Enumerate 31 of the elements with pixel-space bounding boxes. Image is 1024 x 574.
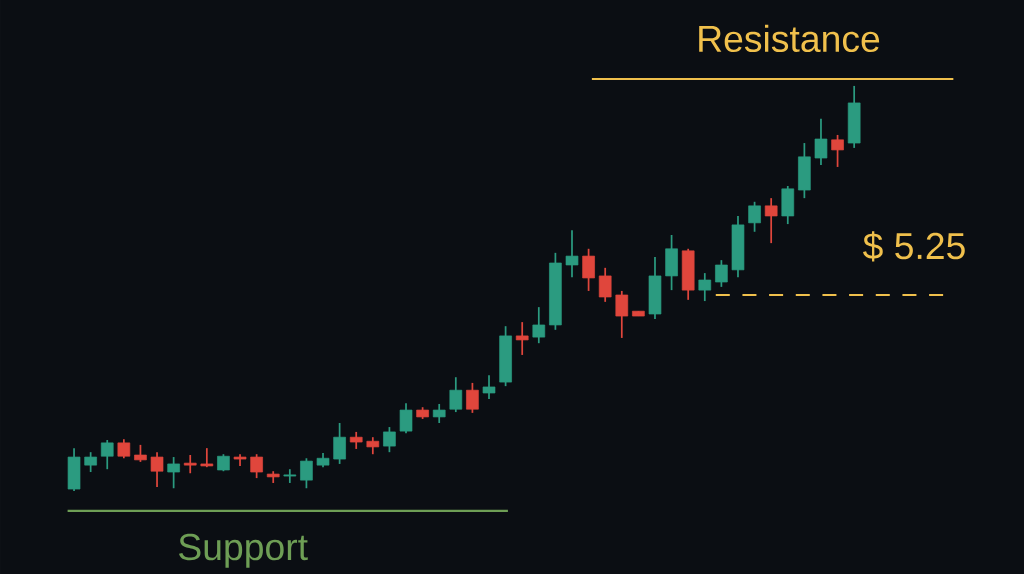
candlestick: [432, 403, 446, 424]
candlestick: [449, 376, 463, 413]
candlestick: [831, 134, 844, 168]
candlestick: [466, 382, 479, 414]
candlestick: [150, 451, 164, 488]
candlestick: [333, 422, 346, 465]
candlestick: [582, 247, 595, 292]
candlestick: [698, 272, 712, 302]
candlestick: [250, 453, 263, 479]
candlestick: [515, 321, 529, 356]
candlestick: [100, 439, 114, 471]
candlestick: [167, 456, 180, 490]
text: $ 5.25: [862, 231, 965, 262]
candlestick: [383, 426, 396, 454]
candlestick: [748, 200, 761, 233]
candlestick: [565, 229, 579, 279]
candlestick: [399, 402, 413, 435]
candlestick: [814, 117, 828, 166]
candlestick: [715, 259, 728, 288]
candlestick: [84, 451, 97, 473]
candlestick: [283, 468, 297, 484]
candlestick: [300, 457, 313, 490]
candlestick: [615, 290, 629, 339]
candlestick: [598, 266, 612, 303]
candlestick: [183, 454, 197, 475]
candlestick: [117, 438, 131, 460]
ref-line-label: Support: [179, 533, 308, 568]
candlestick: [482, 374, 496, 400]
candlestick: [764, 197, 778, 244]
candlestick: [532, 306, 546, 345]
ref-line-label: Resistance: [699, 24, 880, 53]
